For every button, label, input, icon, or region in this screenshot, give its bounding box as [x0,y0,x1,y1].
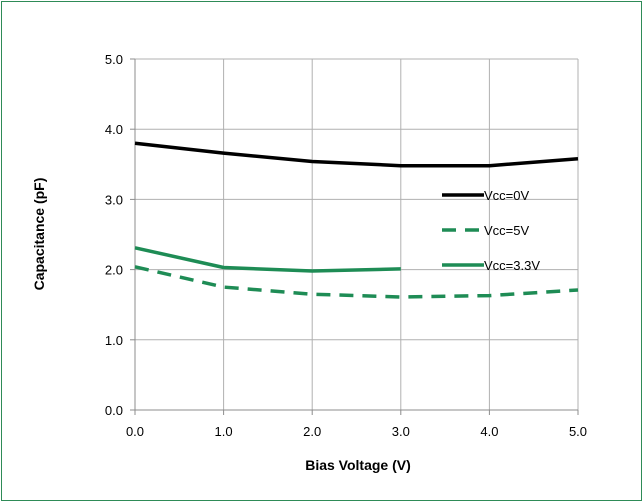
legend-label: Vcc=5V [484,223,529,238]
x-tick-label: 3.0 [392,424,410,439]
x-tick-label: 5.0 [569,424,587,439]
x-tick-label: 2.0 [303,424,321,439]
legend-label: Vcc=0V [484,188,529,203]
series-layer [134,141,579,299]
y-tick-label: 4.0 [105,122,123,137]
y-tick-label: 1.0 [105,333,123,348]
legend-label: Vcc=3.3V [484,258,540,273]
y-tick-label: 2.0 [105,263,123,278]
y-axis-title: Capacitance (pF) [31,178,47,291]
legend: Vcc=0V Vcc=5V Vcc=3.3V [442,188,540,273]
x-tick-labels: 0.0 1.0 2.0 3.0 4.0 5.0 [126,424,587,439]
series-line-vcc-3-3v [134,246,401,273]
x-tick-label: 1.0 [215,424,233,439]
grid [130,58,579,415]
y-tick-label: 0.0 [105,403,123,418]
x-tick-label: 4.0 [480,424,498,439]
series-line-vcc-5v [134,265,579,299]
x-tick-label: 0.0 [126,424,144,439]
x-axis-title: Bias Voltage (V) [305,457,411,473]
y-tick-labels: 0.0 1.0 2.0 3.0 4.0 5.0 [105,52,123,418]
y-tick-label: 5.0 [105,52,123,67]
y-tick-label: 3.0 [105,192,123,207]
series-line-vcc-0v [134,141,579,168]
